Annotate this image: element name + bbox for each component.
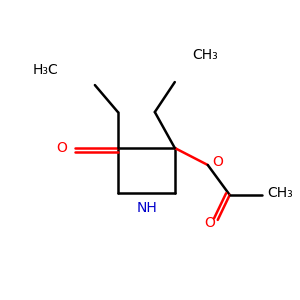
Text: O: O [56,141,68,155]
Text: CH₃: CH₃ [192,48,218,62]
Text: H₃C: H₃C [32,63,58,77]
Text: NH: NH [136,201,157,215]
Text: O: O [204,216,215,230]
Text: O: O [212,155,223,169]
Text: CH₃: CH₃ [268,186,293,200]
